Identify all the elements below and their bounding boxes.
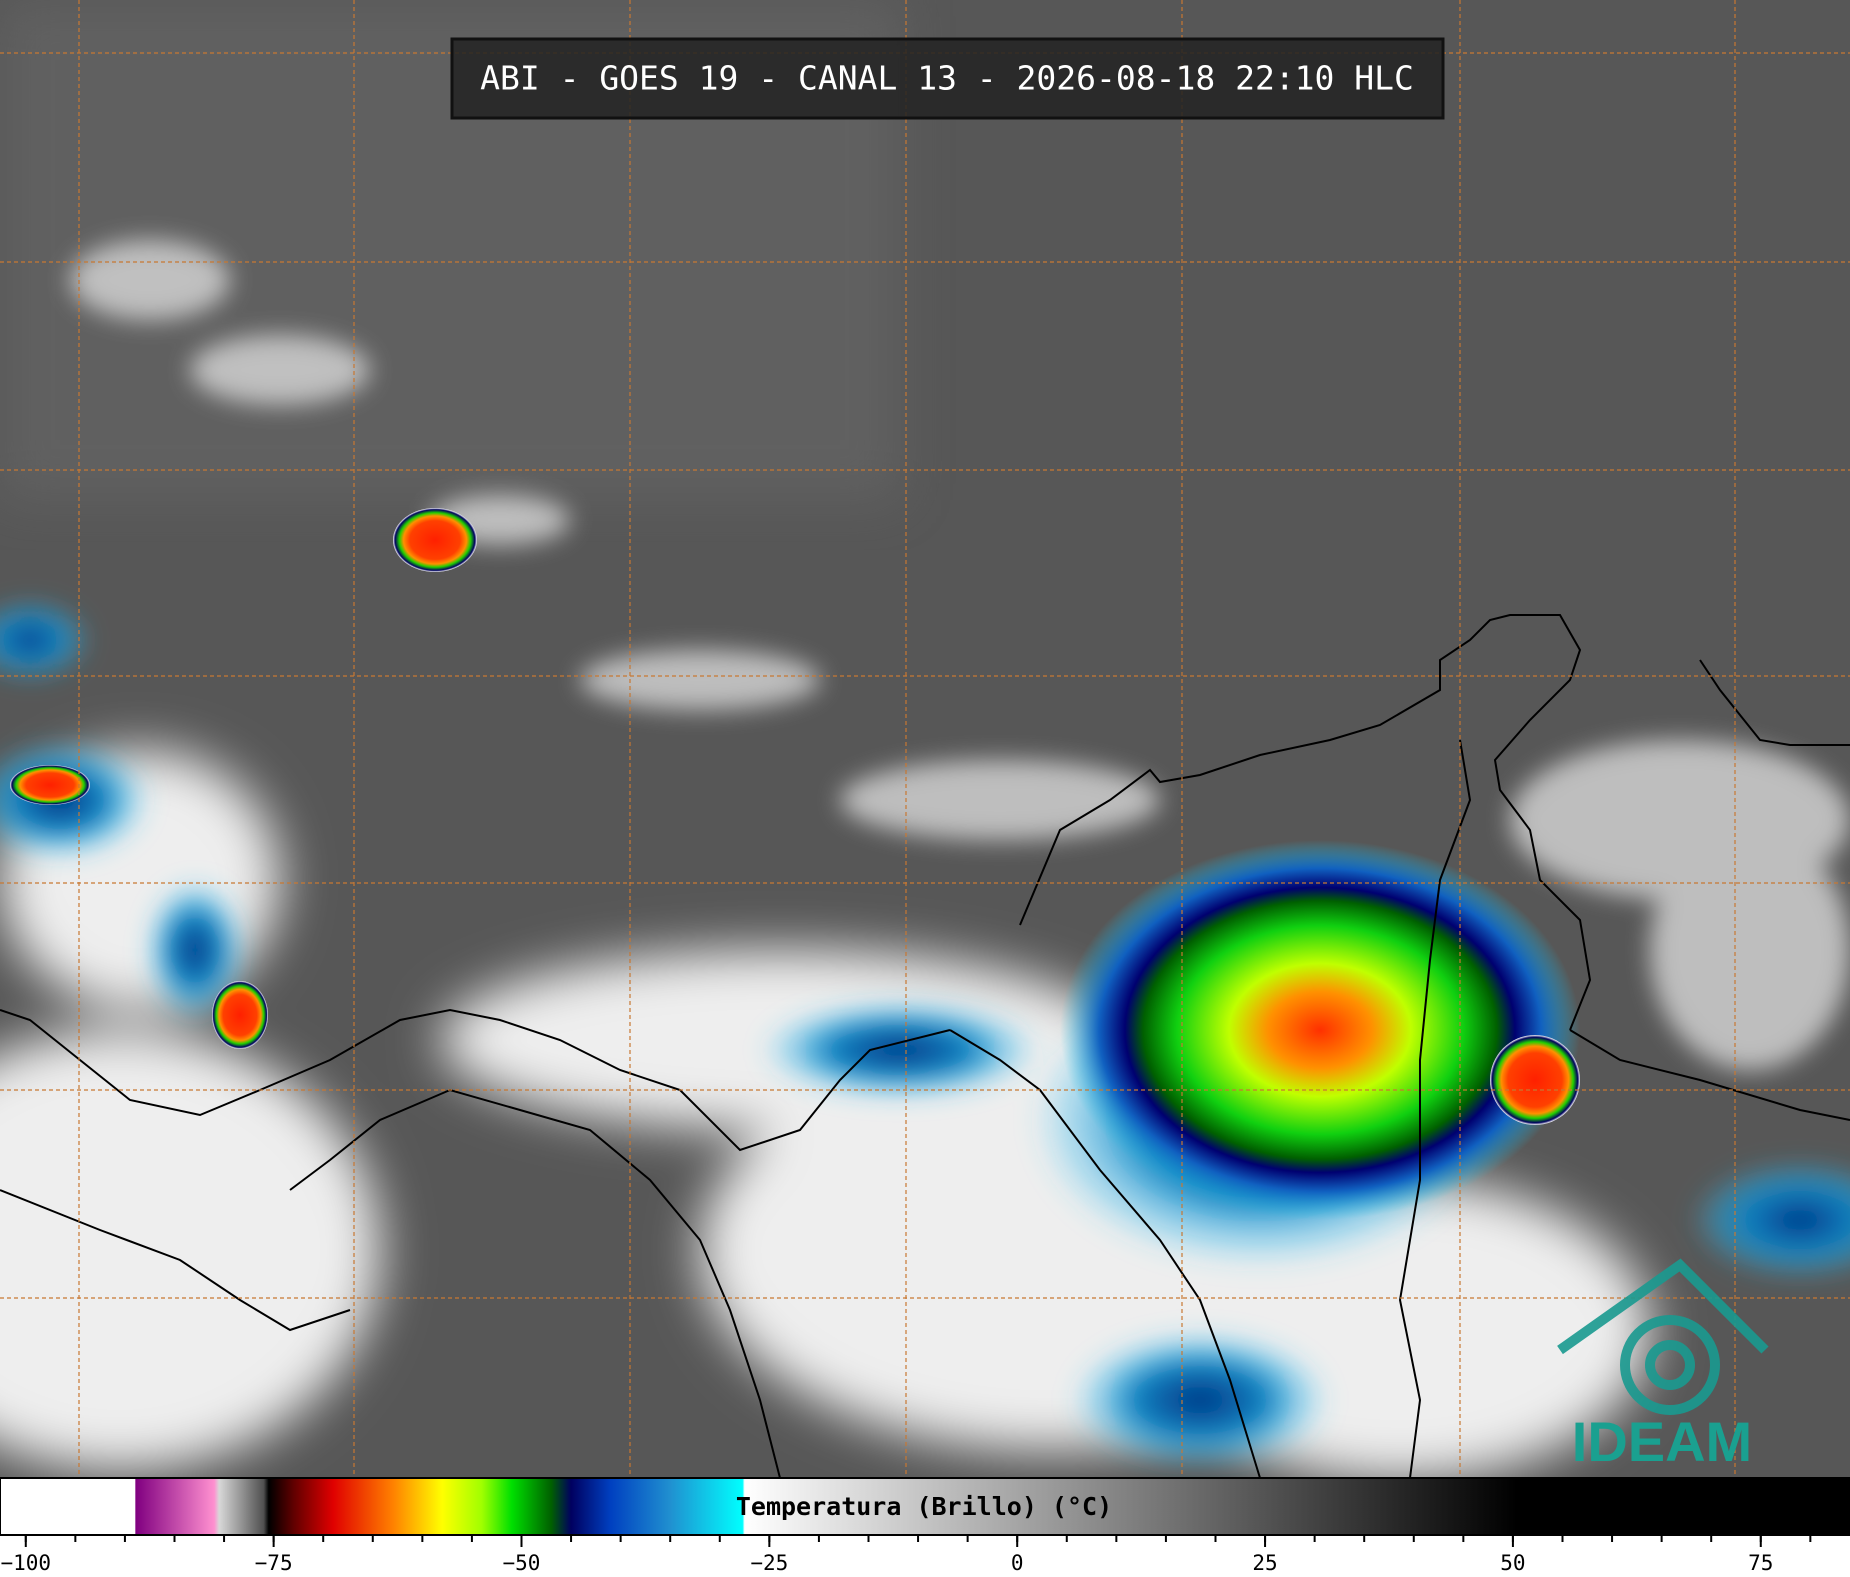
tick-label: 50 bbox=[1500, 1551, 1525, 1575]
tick-label: 75 bbox=[1748, 1551, 1773, 1575]
imagery bbox=[0, 0, 1850, 1480]
colorbar-ticks: −100 −75 −50 −25 0 25 50 75 bbox=[0, 1536, 1812, 1575]
tick-area bbox=[0, 1536, 1850, 1577]
logo bbox=[1557, 1258, 1769, 1415]
tick-label: 25 bbox=[1252, 1551, 1277, 1575]
tick-label: −25 bbox=[750, 1551, 788, 1575]
title-box bbox=[450, 37, 1445, 120]
tick-label: −75 bbox=[255, 1551, 293, 1575]
logo-text: IDEAM bbox=[1572, 1410, 1752, 1473]
tick-label: 0 bbox=[1011, 1551, 1024, 1575]
colorbar bbox=[0, 1477, 1850, 1536]
tick-label: −50 bbox=[503, 1551, 541, 1575]
tick-label: −100 bbox=[0, 1551, 51, 1575]
title: ABI - GOES 19 - CANAL 13 - 2026-08-18 22… bbox=[480, 59, 1414, 98]
colorbar-label: Temperatura (Brillo) (°C) bbox=[736, 1492, 1112, 1521]
